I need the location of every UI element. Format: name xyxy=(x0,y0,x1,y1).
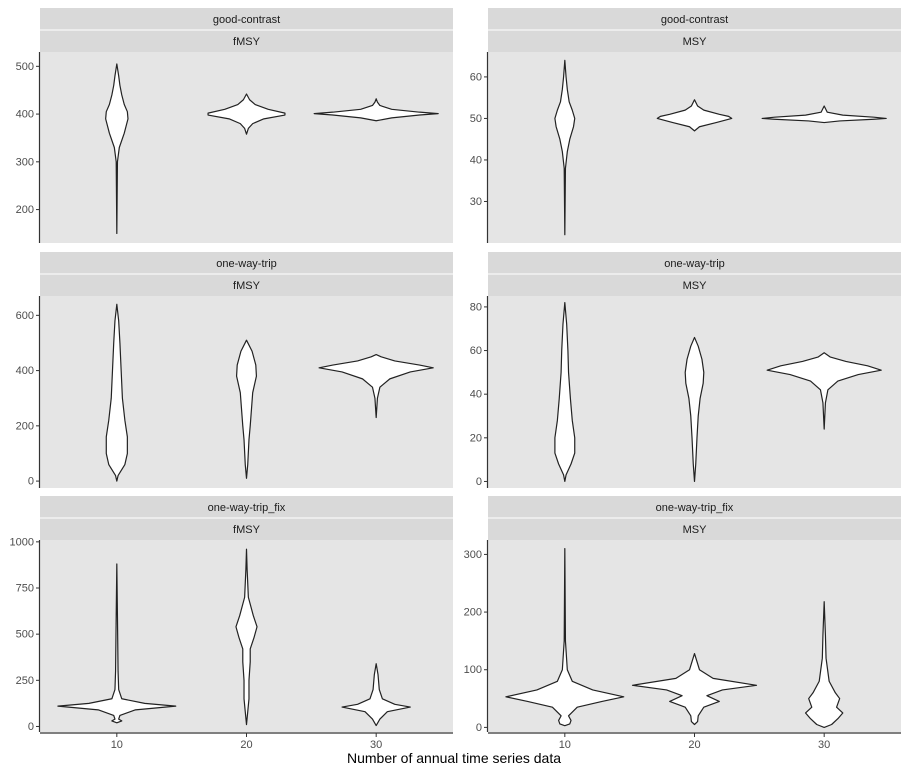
facet-panel: good-contrast fMSY 200 300 400 500 xyxy=(16,8,453,243)
strip-top-bg xyxy=(40,8,453,30)
y-tick-label: 200 xyxy=(16,420,34,432)
strip-label-top: good-contrast xyxy=(213,14,280,26)
strip-label-top: one-way-trip_fix xyxy=(656,502,734,514)
x-tick-label: 20 xyxy=(688,739,700,751)
violin-30 xyxy=(341,663,411,727)
strip-label-bottom: MSY xyxy=(683,280,708,292)
strip-label-top: one-way-trip xyxy=(664,258,725,270)
y-tick-label: 20 xyxy=(470,432,482,444)
violin-30 xyxy=(761,105,887,124)
strip-top-bg xyxy=(488,8,901,30)
strip-top-bg xyxy=(488,252,901,274)
violin-10 xyxy=(57,563,177,724)
violin-30 xyxy=(318,353,434,419)
y-tick-label: 400 xyxy=(16,365,34,377)
facet-panel: one-way-trip fMSY 0 200 400 600 xyxy=(16,252,453,488)
x-tick-label: 30 xyxy=(370,739,382,751)
x-tick-label: 10 xyxy=(111,739,123,751)
y-tick-label: 300 xyxy=(464,549,482,561)
panel-background xyxy=(488,52,901,243)
y-tick-label: 1000 xyxy=(10,536,34,548)
y-tick-label: 100 xyxy=(464,664,482,676)
x-tick-label: 20 xyxy=(240,739,252,751)
y-tick-label: 750 xyxy=(16,583,34,595)
strip-top-bg xyxy=(488,496,901,518)
y-tick-label: 40 xyxy=(470,389,482,401)
violin-20 xyxy=(235,548,258,726)
strip-top-bg xyxy=(40,252,453,274)
violin-10 xyxy=(554,301,576,483)
violin-30 xyxy=(766,352,882,430)
y-tick-label: 250 xyxy=(16,675,34,687)
x-axis-title: Number of annual time series data xyxy=(347,750,561,766)
y-tick-label: 200 xyxy=(464,607,482,619)
violin-10 xyxy=(105,63,129,235)
y-tick-label: 200 xyxy=(16,204,34,216)
y-tick-label: 400 xyxy=(16,109,34,121)
strip-label-top: one-way-trip xyxy=(216,258,277,270)
violin-10 xyxy=(105,303,128,482)
y-tick-label: 300 xyxy=(16,156,34,168)
strip-bottom-bg xyxy=(40,30,453,52)
y-tick-label: 80 xyxy=(470,301,482,313)
facet-panel: good-contrast MSY 30 40 50 60 xyxy=(470,8,901,243)
y-tick-label: 600 xyxy=(16,310,34,322)
strip-label-top: one-way-trip_fix xyxy=(208,502,286,514)
violin-30 xyxy=(804,601,844,728)
strip-bottom-bg xyxy=(40,274,453,296)
strip-label-bottom: MSY xyxy=(683,524,708,536)
strip-label-bottom: fMSY xyxy=(233,524,261,536)
strip-label-bottom: MSY xyxy=(683,36,708,48)
violin-10 xyxy=(505,548,625,727)
x-tick-label: 10 xyxy=(559,739,571,751)
y-tick-label: 30 xyxy=(470,196,482,208)
violin-20 xyxy=(631,652,758,726)
strip-top-bg xyxy=(40,496,453,518)
y-tick-label: 500 xyxy=(16,629,34,641)
panel-background xyxy=(40,52,453,243)
strip-label-top: good-contrast xyxy=(661,14,728,26)
y-tick-label: 50 xyxy=(470,113,482,125)
strip-label-bottom: fMSY xyxy=(233,36,261,48)
y-tick-label: 500 xyxy=(16,61,34,73)
facet-panel: one-way-trip_fix fMSY 0 250 500 750 1000 xyxy=(10,496,453,733)
violin-10 xyxy=(554,59,576,236)
strip-bottom-bg xyxy=(40,518,453,540)
strip-bottom-bg xyxy=(488,518,901,540)
violin-20 xyxy=(207,93,286,135)
y-tick-label: 60 xyxy=(470,345,482,357)
facet-panel: one-way-trip_fix MSY 0 100 200 300 xyxy=(464,496,901,734)
y-tick-label: 40 xyxy=(470,154,482,166)
y-tick-label: 60 xyxy=(470,71,482,83)
violin-30 xyxy=(313,98,439,122)
strip-bottom-bg xyxy=(488,30,901,52)
y-tick-label: 0 xyxy=(28,721,34,733)
strip-bottom-bg xyxy=(488,274,901,296)
y-tick-label: 0 xyxy=(476,476,482,488)
y-tick-label: 0 xyxy=(476,722,482,734)
y-tick-label: 0 xyxy=(28,476,34,488)
x-tick-label: 30 xyxy=(818,739,830,751)
violin-20 xyxy=(235,339,258,479)
strip-label-bottom: fMSY xyxy=(233,280,261,292)
violin-20 xyxy=(684,336,705,483)
violin-20 xyxy=(656,99,733,132)
facet-panel: one-way-trip MSY 0 20 40 60 80 xyxy=(470,252,901,488)
